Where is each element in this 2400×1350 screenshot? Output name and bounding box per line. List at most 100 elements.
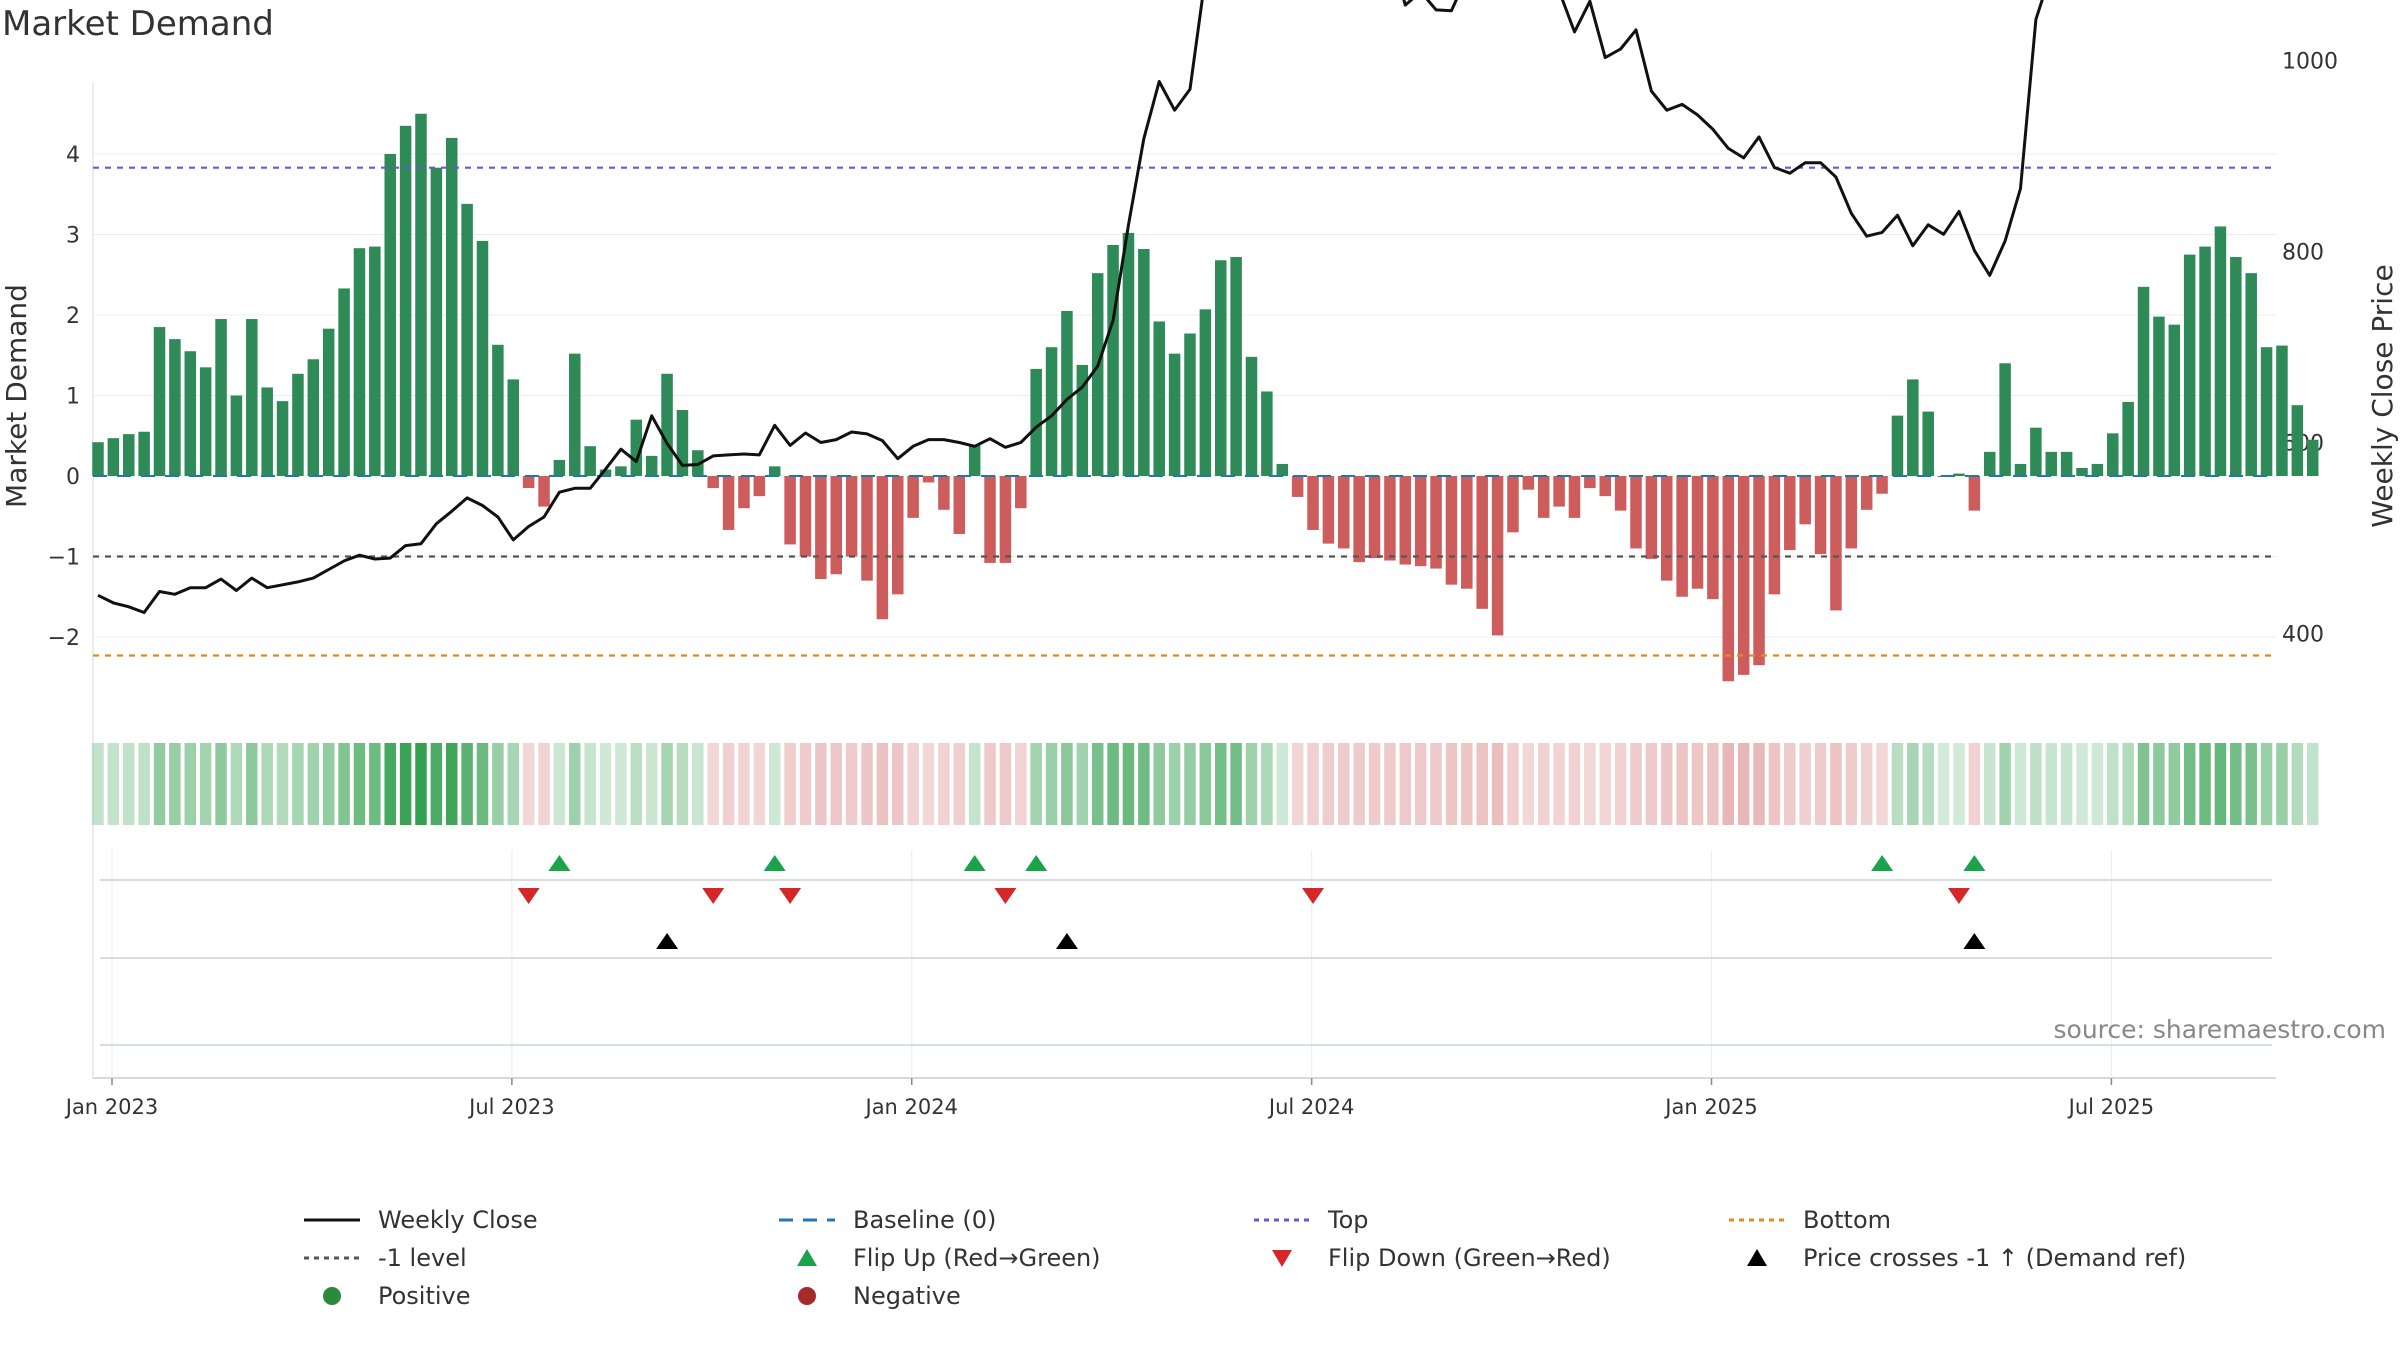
demand-bar-negative (1876, 476, 1888, 494)
demand-bar-positive (292, 373, 304, 476)
demand-bar-negative (1445, 476, 1458, 585)
heat-strip-cell (445, 743, 458, 825)
heat-strip-cell (1245, 743, 1258, 825)
demand-bar-negative (1384, 476, 1396, 561)
heat-strip-cell (138, 743, 150, 825)
heat-strip-cell (768, 743, 781, 825)
legend-swatch-dot-minus1 (300, 1243, 364, 1273)
demand-bar-positive (276, 401, 289, 476)
legend-item: Positive (300, 1281, 775, 1311)
y-tick-label: 4 (66, 143, 80, 168)
demand-bar-positive (599, 469, 612, 476)
demand-bar-negative (1968, 476, 1981, 511)
demand-bar-positive (1983, 451, 1996, 476)
heat-strip-cell (2230, 743, 2242, 825)
heat-strip-cell (907, 743, 919, 825)
demand-bar-positive (307, 359, 320, 476)
demand-bar-positive (138, 431, 150, 476)
demand-bar-positive (2291, 405, 2304, 476)
demand-bar-positive (507, 379, 520, 476)
demand-bar-positive (1922, 411, 1934, 476)
heat-strip-cell (892, 743, 904, 825)
demand-bar-negative (845, 476, 858, 557)
legend-label: Bottom (1803, 1206, 1892, 1234)
heat-strip-cell (169, 743, 181, 825)
heat-strip-cell (2076, 743, 2088, 825)
heat-strip-cell (199, 743, 212, 825)
demand-bar-negative (1507, 476, 1519, 533)
demand-bar-positive (107, 438, 120, 476)
demand-bar-negative (1553, 476, 1565, 507)
flip-down-marker (1302, 888, 1325, 904)
demand-bar-positive (2030, 427, 2042, 476)
heat-strip-cell (476, 743, 489, 825)
heat-strip-cell (2030, 743, 2042, 825)
heat-strip-cell (1199, 743, 1212, 825)
heat-strip-cell (1860, 743, 1873, 825)
heat-strip-cell (1307, 743, 1319, 825)
heat-strip-cell (1322, 743, 1335, 825)
demand-bar-negative (1476, 476, 1488, 609)
demand-bar-negative (876, 476, 889, 620)
heat-strip-cell (1768, 743, 1781, 825)
heat-strip-cell (1568, 743, 1581, 825)
demand-bar-negative (1399, 476, 1412, 565)
heat-strip-cell (1445, 743, 1458, 825)
legend-label: Top (1328, 1206, 1369, 1234)
heat-strip-cell (630, 743, 643, 825)
flip-up-marker (548, 855, 571, 871)
heat-strip-cell (276, 743, 289, 825)
heat-strip-cell (599, 743, 612, 825)
legend-item: Weekly Close (300, 1205, 775, 1235)
demand-bar-negative (1368, 476, 1381, 559)
heat-strip-cell (1983, 743, 1996, 825)
heat-strip-cell (1814, 743, 1827, 825)
legend: Weekly Close Baseline (0) Top Bottom -1 … (300, 1205, 2200, 1311)
y-tick-label: −1 (48, 546, 80, 571)
heat-strip-cell (430, 743, 443, 825)
demand-bar-negative (892, 476, 904, 595)
demand-bar-negative (815, 476, 827, 580)
demand-bar-positive (661, 373, 673, 476)
heat-strip-cell (1691, 743, 1704, 825)
heat-strip-cell (1553, 743, 1565, 825)
heat-strip-cell (492, 743, 504, 825)
demand-bar-positive (569, 353, 581, 476)
heat-strip-cell (1122, 743, 1135, 825)
demand-bar-positive (2260, 347, 2273, 476)
heat-strip-cell (2060, 743, 2073, 825)
heat-strip-cell (1922, 743, 1934, 825)
heat-strip-cell (2306, 743, 2319, 825)
demand-bar-negative (1691, 476, 1704, 589)
y2-tick-label: 400 (2282, 623, 2324, 648)
demand-bar-negative (1338, 476, 1350, 549)
demand-bar-positive (215, 319, 227, 476)
demand-bar-negative (1799, 476, 1811, 525)
demand-bar-negative (1322, 476, 1335, 544)
legend-item: Baseline (0) (775, 1205, 1250, 1235)
heat-strip-cell (1584, 743, 1596, 825)
heat-strip-cell (1599, 743, 1611, 825)
legend-label: Negative (853, 1282, 961, 1310)
heat-strip-cell (1676, 743, 1688, 825)
heat-strip-cell (2276, 743, 2288, 825)
demand-bar-positive (1138, 248, 1150, 476)
demand-bar-negative (1537, 476, 1550, 518)
demand-bar-positive (1276, 463, 1289, 476)
heat-strip-cell (1722, 743, 1735, 825)
heat-strip-cell (1753, 743, 1765, 825)
heat-strip-cell (876, 743, 889, 825)
demand-bar-negative (1291, 476, 1304, 497)
demand-bar-negative (1522, 476, 1535, 490)
x-tick-label: Jul 2023 (467, 1095, 554, 1119)
demand-bar-positive (430, 167, 443, 476)
legend-label: Weekly Close (378, 1206, 538, 1234)
legend-swatch-dash (775, 1205, 839, 1235)
heat-strip-cell (753, 743, 766, 825)
demand-bar-positive (415, 113, 427, 476)
legend-label: Baseline (0) (853, 1206, 997, 1234)
demand-bar-negative (1676, 476, 1688, 597)
legend-swatch-tri-up-green (775, 1243, 839, 1273)
demand-bar-positive (1030, 368, 1042, 476)
demand-bar-negative (922, 476, 935, 483)
